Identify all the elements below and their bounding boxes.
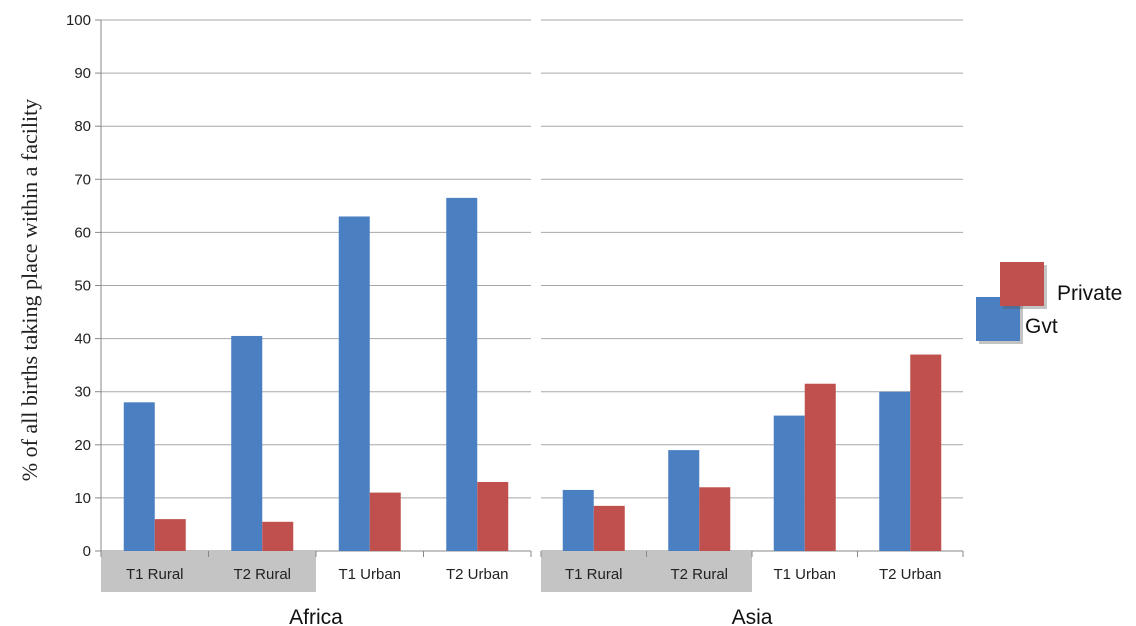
legend-swatch-private [1000,262,1044,306]
category-label-asia-2: T1 Urban [773,566,836,583]
panel-label-africa: Africa [289,606,343,626]
y-tick-label-70: 70 [74,171,91,188]
category-label-asia-0: T1 Rural [565,566,623,583]
y-tick-label-30: 30 [74,384,91,401]
category-labels: T1 Rural T2 Rural T1 Urban T2 Urban T1 Rural… [100,551,964,583]
category-label-africa-3: T2 Urban [446,566,509,583]
y-tick-label-100: 100 [66,12,91,29]
category-label-africa-1: T2 Rural [233,566,291,583]
y-tick-label-80: 80 [74,118,91,135]
category-band-asia-0 [541,551,647,592]
bar-africa-private-1 [262,521,294,551]
category-label-asia-1: T2 Rural [670,566,728,583]
legend-label-private: Private [1057,282,1122,305]
bar-asia-private-0 [593,505,625,551]
bar-asia-private-2 [804,383,836,551]
y-tick-label-90: 90 [74,65,91,82]
category-label-africa-0: T1 Rural [126,566,184,583]
y-axis: 0 10 20 30 40 50 60 70 80 90 100 [66,12,102,560]
panel-labels: Africa Asia [289,606,773,626]
y-tick-label-40: 40 [74,331,91,348]
y-tick-label-0: 0 [83,543,91,560]
category-bands [101,551,752,592]
y-tick-label-20: 20 [74,437,91,454]
bar-asia-private-3 [910,354,942,551]
legend: Private Gvt [976,262,1122,344]
bar-africa-private-3 [477,481,509,551]
bar-africa-gvt-1 [231,335,263,551]
panel-label-asia: Asia [732,606,773,626]
category-label-asia-3: T2 Urban [879,566,942,583]
category-band-africa-0 [101,551,209,592]
y-tick-label-50: 50 [74,278,91,295]
bar-africa-private-2 [369,492,401,551]
bar-africa-gvt-3 [446,197,478,551]
bar-africa-gvt-2 [338,216,370,551]
bar-asia-gvt-2 [773,415,805,551]
category-band-africa-1 [208,551,316,592]
bar-africa-gvt-0 [123,402,155,551]
y-axis-label: % of all births taking place within a fa… [17,99,42,481]
category-label-africa-2: T1 Urban [338,566,401,583]
y-tick-label-60: 60 [74,224,91,241]
y-tick-label-10: 10 [74,490,91,507]
legend-label-gvt: Gvt [1025,315,1058,338]
bar-asia-gvt-1 [668,450,700,551]
bar-asia-gvt-0 [562,489,594,551]
bars [123,197,942,551]
bar-africa-private-0 [154,519,186,551]
bar-asia-gvt-3 [879,391,911,551]
category-band-asia-1 [646,551,752,592]
bar-asia-private-1 [699,487,731,551]
